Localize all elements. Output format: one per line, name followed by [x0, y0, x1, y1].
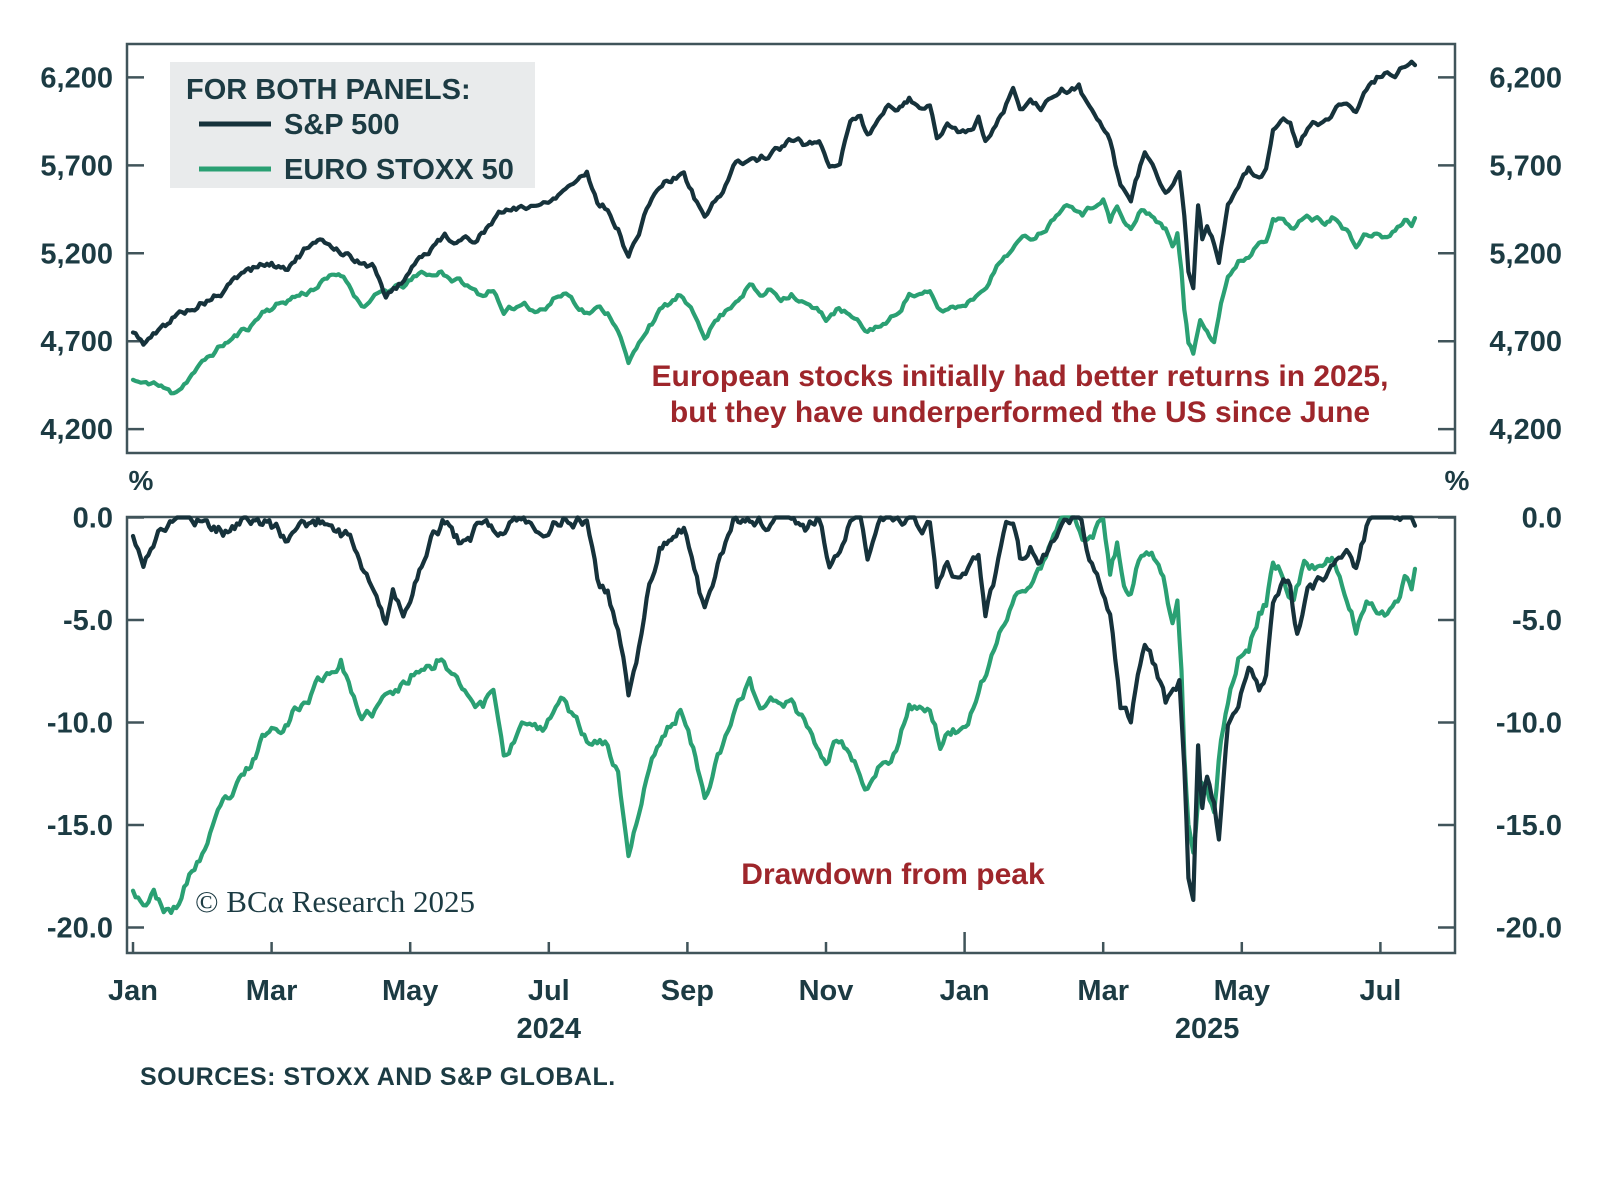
month-label-jul: Jul: [528, 975, 570, 1007]
sp500-price-line: [130, 59, 1418, 347]
bottom-ylabel-right: -15.0: [1496, 810, 1562, 842]
top-ylabel-right: 6,200: [1489, 62, 1562, 94]
top-ylabel-right: 5,700: [1489, 150, 1562, 182]
top-ylabel-right: 5,200: [1489, 238, 1562, 270]
bottom-ylabel-right: -5.0: [1512, 605, 1562, 637]
top-ylabel-left: 5,700: [40, 150, 113, 182]
percent-label-left: %: [129, 465, 154, 496]
bottom-ylabel-left: -20.0: [47, 913, 113, 945]
legend: FOR BOTH PANELS: S&P 500 EURO STOXX 50: [170, 62, 535, 188]
x-axis-labels: Jan Mar May Jul Sep Nov Jan Mar May Jul 2024 2025: [108, 975, 1401, 1045]
top-panel-frame: [125, 42, 1457, 455]
bottom-ylabel-left: -5.0: [63, 605, 113, 637]
copyright-text: © BCα Research 2025: [195, 884, 475, 919]
bottom-panel-lines: [130, 515, 1418, 915]
top-ylabel-right: 4,200: [1489, 414, 1562, 446]
month-label-may: May: [1214, 975, 1270, 1007]
bottom-ylabel-right: 0.0: [1522, 503, 1562, 535]
bottom-ylabel-right: -10.0: [1496, 708, 1562, 740]
month-label-jan: Jan: [108, 975, 158, 1007]
top-annotation-line2: but they have underperformed the US sinc…: [670, 396, 1370, 429]
bottom-ylabel-left: 0.0: [73, 503, 113, 535]
top-panel-lines: [130, 59, 1418, 396]
bottom-ylabel-left: -10.0: [47, 708, 113, 740]
month-label-may: May: [382, 975, 438, 1007]
sp500-drawdown-line: [130, 515, 1418, 902]
top-ylabel-left: 4,700: [40, 326, 113, 358]
month-label-mar: Mar: [1077, 975, 1129, 1007]
top-ylabel-right: 4,700: [1489, 326, 1562, 358]
month-label-jul: Jul: [1359, 975, 1401, 1007]
legend-title: FOR BOTH PANELS:: [186, 74, 471, 106]
top-ylabel-left: 5,200: [40, 238, 113, 270]
stoxx-drawdown-line: [130, 515, 1418, 915]
month-label-sep: Sep: [661, 975, 714, 1007]
legend-label-sp500: S&P 500: [284, 109, 400, 141]
percent-label-right: %: [1445, 465, 1470, 496]
drawdown-annotation: Drawdown from peak: [741, 858, 1045, 891]
axis-tick-labels: 6,200 6,200 5,700 5,700 5,200 5,200 4,700 4,700…: [40, 62, 1562, 944]
bottom-ylabel-left: -15.0: [47, 810, 113, 842]
top-ylabel-left: 4,200: [40, 414, 113, 446]
stoxx-price-line: [130, 197, 1418, 396]
top-ylabel-left: 6,200: [40, 62, 113, 94]
month-label-mar: Mar: [246, 975, 298, 1007]
month-label-nov: Nov: [799, 975, 854, 1007]
month-label-jan: Jan: [940, 975, 990, 1007]
bottom-ylabel-right: -20.0: [1496, 913, 1562, 945]
year-label-2025: 2025: [1175, 1013, 1240, 1045]
year-label-2024: 2024: [517, 1013, 582, 1045]
axis-ticks: [127, 76, 1455, 953]
sources-text: SOURCES: STOXX AND S&P GLOBAL.: [140, 1063, 616, 1091]
legend-label-eurostoxx: EURO STOXX 50: [284, 154, 514, 186]
top-annotation-line1: European stocks initially had better ret…: [652, 360, 1389, 393]
